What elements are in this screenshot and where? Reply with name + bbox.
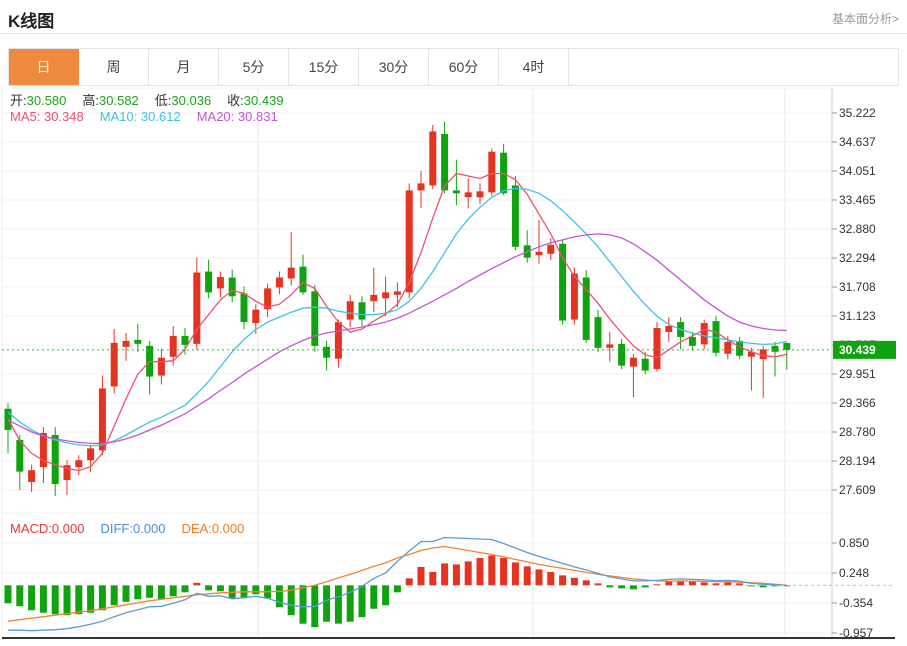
svg-text:34.051: 34.051 bbox=[839, 164, 876, 178]
svg-text:35.222: 35.222 bbox=[839, 106, 876, 120]
title-divider bbox=[0, 33, 907, 34]
diff-line bbox=[8, 536, 787, 632]
tab-15分[interactable]: 15分 bbox=[289, 49, 359, 85]
svg-text:34.637: 34.637 bbox=[839, 135, 876, 149]
tab-5分[interactable]: 5分 bbox=[219, 49, 289, 85]
svg-text:31.708: 31.708 bbox=[839, 280, 876, 294]
fundamental-analysis-link[interactable]: 基本面分析> bbox=[831, 12, 899, 26]
tab-周[interactable]: 周 bbox=[79, 49, 149, 85]
current-price-badge: 30.439 bbox=[833, 340, 896, 359]
svg-text:0.248: 0.248 bbox=[839, 566, 869, 580]
svg-text:27.609: 27.609 bbox=[839, 483, 876, 497]
svg-text:32.880: 32.880 bbox=[839, 222, 876, 236]
ma20-line bbox=[7, 233, 787, 445]
tab-日[interactable]: 日 bbox=[9, 49, 79, 85]
page-title: K线图 bbox=[8, 12, 55, 31]
tab-4时[interactable]: 4时 bbox=[499, 49, 569, 85]
svg-text:31.123: 31.123 bbox=[839, 309, 876, 323]
tab-30分[interactable]: 30分 bbox=[359, 49, 429, 85]
axis-borders bbox=[2, 88, 895, 639]
svg-text:-0.957: -0.957 bbox=[839, 626, 873, 640]
gridlines bbox=[1, 87, 832, 638]
svg-text:29.951: 29.951 bbox=[839, 367, 876, 381]
svg-text:32.294: 32.294 bbox=[839, 251, 876, 265]
svg-text:29.366: 29.366 bbox=[839, 396, 876, 410]
macd-axis: 0.850 0.248 -0.354 -0.957 bbox=[832, 536, 873, 640]
period-tabbar: 日周月 5分 15分 30分 60分 4时 bbox=[8, 48, 899, 86]
tab-月[interactable]: 月 bbox=[149, 49, 219, 85]
svg-text:30.439: 30.439 bbox=[839, 343, 876, 357]
ma10-line bbox=[7, 187, 787, 447]
tab-60分[interactable]: 60分 bbox=[429, 49, 499, 85]
svg-text:33.465: 33.465 bbox=[839, 193, 876, 207]
svg-text:-0.354: -0.354 bbox=[839, 596, 873, 610]
macd-histogram bbox=[4, 555, 791, 628]
price-axis: 35.222 34.637 34.051 33.465 32.880 32.294 31.7… bbox=[832, 106, 876, 497]
ma5-line bbox=[7, 172, 787, 472]
svg-text:28.194: 28.194 bbox=[839, 454, 876, 468]
svg-text:28.780: 28.780 bbox=[839, 425, 876, 439]
svg-text:0.850: 0.850 bbox=[839, 536, 869, 550]
